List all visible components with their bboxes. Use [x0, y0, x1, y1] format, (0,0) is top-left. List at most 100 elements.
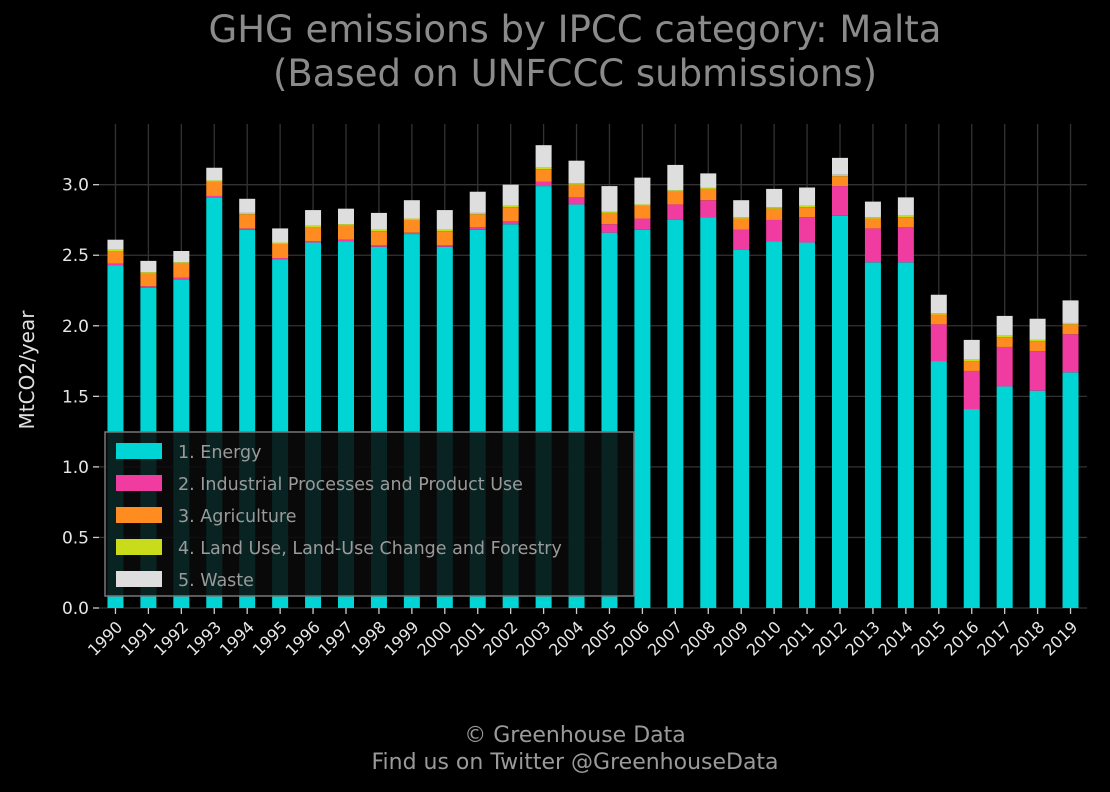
x-tick-label: 2012: [809, 617, 851, 659]
bar-segment-2007: [667, 190, 684, 192]
bar-segment-2015: [930, 361, 947, 608]
bar-segment-2007: [667, 191, 684, 205]
y-tick-label: 1.5: [62, 387, 89, 407]
bar-segment-1994: [239, 198, 256, 213]
bar-segment-2008: [700, 187, 717, 189]
bar-segment-2003: [535, 167, 552, 170]
y-tick-label: 2.5: [62, 246, 89, 266]
legend: 1. Energy 2. Industrial Processes and Pro…: [104, 431, 635, 597]
bar-segment-2013: [864, 262, 881, 608]
bar-segment-1991: [140, 273, 157, 287]
bar-segment-2001: [469, 227, 486, 230]
y-tick-label: 2.0: [62, 317, 89, 337]
bar-segment-2013: [864, 217, 881, 219]
bar-segment-2004: [568, 160, 585, 184]
y-axis: 0.0 0.5 1.0 1.5 2.0 2.5 3.0: [62, 176, 99, 619]
bar-segment-2000: [436, 231, 453, 246]
bar-segment-2000: [436, 245, 453, 247]
bar-segment-2012: [832, 174, 848, 177]
bar-segment-2001: [469, 212, 486, 215]
bar-segment-2019: [1062, 372, 1079, 608]
bar-segment-1992: [173, 262, 190, 264]
x-tick-label: 1994: [216, 617, 258, 659]
bar-segment-2000: [436, 229, 453, 232]
bar-segment-2001: [469, 191, 486, 213]
x-tick-label: 2018: [1006, 617, 1048, 659]
bar-segment-2016: [963, 409, 980, 608]
bar-segment-1992: [173, 263, 190, 278]
legend-swatch: [116, 443, 162, 459]
bar-segment-2018: [1029, 339, 1046, 342]
bar-segment-2019: [1062, 300, 1079, 323]
x-tick-label: 1991: [117, 617, 159, 659]
bar-segment-2000: [436, 210, 453, 230]
bar-segment-2010: [766, 219, 783, 242]
bar-segment-2010: [766, 207, 783, 209]
bar-segment-1997: [338, 225, 354, 240]
bar-segment-2012: [832, 176, 848, 187]
bar-segment-1990: [107, 239, 124, 250]
bar-segment-2002: [502, 221, 519, 225]
bar-segment-2002: [502, 205, 519, 208]
bar-segment-2005: [601, 211, 618, 213]
bar-segment-2019: [1062, 334, 1079, 373]
y-tick-label: 0.5: [62, 528, 89, 548]
bar-segment-1999: [403, 232, 420, 235]
bar-segment-2003: [535, 145, 552, 168]
footer: © Greenhouse Data Find us on Twitter @Gr…: [0, 722, 1110, 776]
bar-segment-1998: [370, 229, 387, 232]
bar-segment-2010: [766, 208, 783, 220]
bar-segment-1993: [206, 167, 223, 181]
bar-segment-2005: [601, 224, 618, 233]
bar-segment-2005: [601, 212, 618, 225]
bar-segment-2014: [897, 262, 914, 608]
bar-segment-2007: [667, 204, 684, 220]
bar-segment-2015: [930, 324, 947, 362]
bar-segment-1998: [370, 231, 387, 246]
bar-segment-2019: [1062, 322, 1079, 325]
bar-segment-2009: [733, 217, 750, 219]
bar-segment-1990: [107, 249, 124, 251]
bar-segment-2003: [535, 169, 552, 182]
legend-label: 5. Waste: [178, 571, 254, 591]
bar-segment-1995: [272, 242, 289, 244]
bar-segment-2016: [963, 370, 980, 410]
bar-segment-1993: [206, 195, 223, 198]
legend-swatch: [116, 475, 162, 491]
bar-segment-1996: [305, 225, 322, 228]
bar-segment-2013: [864, 228, 881, 263]
x-tick-label: 2015: [907, 617, 949, 659]
x-tick-label: 2001: [446, 617, 488, 659]
footer-twitter: Find us on Twitter @GreenhouseData: [371, 750, 779, 775]
bar-segment-1995: [272, 228, 289, 243]
x-tick-label: 2016: [940, 617, 982, 659]
x-tick-label: 2009: [710, 617, 752, 659]
x-tick-label: 2000: [413, 617, 455, 659]
legend-label: 1. Energy: [178, 443, 262, 463]
bar-segment-2003: [535, 181, 552, 187]
bar-segment-1991: [140, 286, 157, 288]
bar-segment-1990: [107, 250, 124, 264]
bar-segment-1997: [338, 224, 354, 226]
chart-title: GHG emissions by IPCC category: Malta: [208, 8, 942, 51]
bar-segment-1996: [305, 227, 322, 242]
bar-segment-2017: [996, 386, 1013, 608]
bar-segment-2016: [963, 339, 980, 360]
bar-segment-1993: [206, 180, 223, 182]
bar-segment-2006: [634, 177, 651, 205]
bar-segment-2010: [766, 188, 783, 208]
bar-segment-2009: [733, 249, 750, 608]
footer-copyright: © Greenhouse Data: [464, 723, 686, 748]
y-tick-label: 0.0: [62, 599, 89, 619]
x-tick-label: 1990: [84, 617, 126, 659]
bar-segment-2004: [568, 197, 585, 205]
bar-segment-1998: [370, 212, 387, 230]
bar-segment-2014: [897, 217, 914, 228]
bar-segment-1991: [140, 260, 157, 273]
bar-segment-2005: [601, 186, 618, 212]
bar-segment-2004: [568, 184, 585, 198]
bar-segment-2012: [832, 215, 848, 608]
x-tick-label: 2004: [545, 617, 587, 659]
legend-frame: [104, 431, 635, 597]
